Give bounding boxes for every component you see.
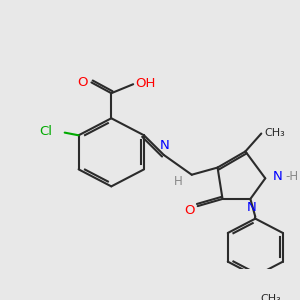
Text: O: O <box>77 76 88 89</box>
Text: Cl: Cl <box>39 125 52 138</box>
Text: O: O <box>184 204 195 217</box>
Text: N: N <box>272 170 282 183</box>
Text: CH₃: CH₃ <box>265 128 286 138</box>
Text: -H: -H <box>286 170 299 183</box>
Text: H: H <box>173 176 182 188</box>
Text: CH₃: CH₃ <box>261 294 282 300</box>
Text: N: N <box>247 201 256 214</box>
Text: OH: OH <box>135 77 155 90</box>
Text: N: N <box>160 139 170 152</box>
